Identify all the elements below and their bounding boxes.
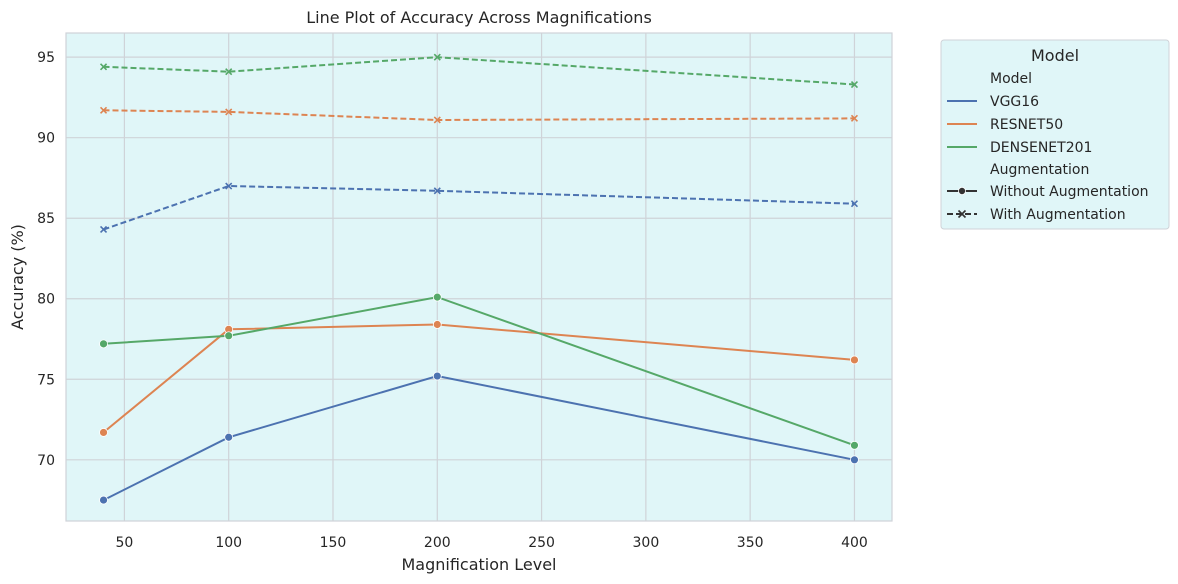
- data-point: [225, 68, 233, 76]
- data-point: [224, 331, 234, 341]
- series-line-resnet50-without-aug: [102, 323, 855, 434]
- series-line-densenet201-without-aug: [103, 296, 855, 447]
- data-point: [99, 428, 108, 437]
- series-vgg16-with-aug: [99, 182, 859, 234]
- x-tick-label: 100: [215, 535, 242, 551]
- data-point: [99, 495, 108, 505]
- series-line-densenet201-with-aug: [103, 56, 855, 86]
- legend-entry-resnet50: RESNET50: [990, 117, 1063, 133]
- chart-title: Line Plot of Accuracy Across Magnificati…: [306, 8, 652, 27]
- y-tick-label: 80: [37, 292, 55, 308]
- series-vgg16-without-aug: [99, 371, 859, 505]
- data-point: [432, 292, 442, 302]
- data-point: [99, 339, 108, 349]
- data-point: [433, 53, 441, 61]
- data-point: [850, 80, 859, 89]
- x-tick-label: 200: [424, 535, 451, 551]
- series-line-resnet50-with-aug: [103, 109, 855, 122]
- legend-title: Model: [1031, 46, 1079, 65]
- series-resnet50-without-aug: [99, 320, 859, 437]
- plot-area: [66, 33, 892, 521]
- legend-marker-circle: [958, 186, 967, 195]
- data-point: [850, 440, 859, 450]
- data-point: [850, 455, 859, 465]
- data-point: [850, 355, 859, 365]
- legend-marker-x: [957, 209, 967, 219]
- data-point: [225, 182, 233, 190]
- series-line-vgg16-with-aug: [103, 184, 855, 231]
- data-point: [99, 225, 108, 234]
- x-tick-label: 350: [737, 535, 764, 551]
- grid-lines: [66, 33, 892, 521]
- data-point: [850, 114, 859, 122]
- legend-hue-title: Model: [990, 71, 1032, 87]
- legend-style-title: Augmentation: [990, 162, 1089, 178]
- data-point: [433, 116, 441, 124]
- x-tick-label: 150: [320, 535, 347, 551]
- axis-ticks: 50 100 150 200 250 300 350 400 70 75 80 85 90 95: [37, 50, 868, 551]
- y-tick-label: 75: [37, 372, 55, 388]
- y-tick-label: 85: [37, 211, 55, 227]
- y-tick-label: 90: [37, 131, 55, 147]
- x-axis-label: Magnification Level: [402, 555, 557, 574]
- series-line-vgg16-without-aug: [103, 374, 855, 501]
- y-tick-label: 95: [37, 50, 55, 66]
- series-densenet201-with-aug: [99, 53, 859, 89]
- series-lines: [99, 53, 859, 505]
- plot-border: [65, 32, 893, 522]
- legend-entry-without-aug: Without Augmentation: [990, 184, 1149, 200]
- data-point: [224, 432, 234, 442]
- y-axis-label: Accuracy (%): [8, 224, 27, 330]
- data-point: [99, 63, 108, 71]
- data-point: [225, 108, 233, 116]
- x-tick-label: 50: [115, 535, 133, 551]
- data-point: [433, 187, 441, 195]
- x-tick-label: 400: [841, 535, 868, 551]
- x-tick-label: 250: [528, 535, 555, 551]
- data-point: [850, 200, 859, 208]
- y-tick-label: 70: [37, 453, 55, 469]
- legend-entry-densenet201: DENSENET201: [990, 140, 1092, 156]
- legend-entry-vgg16: VGG16: [990, 94, 1039, 110]
- data-point: [432, 320, 442, 329]
- x-tick-label: 300: [633, 535, 660, 551]
- series-resnet50-with-aug: [99, 106, 859, 124]
- legend-box: [940, 39, 1170, 230]
- series-densenet201-without-aug: [99, 292, 859, 450]
- data-point: [432, 371, 442, 381]
- legend-entry-with-aug: With Augmentation: [990, 207, 1126, 223]
- data-point: [99, 106, 108, 114]
- legend: Model Model VGG16 RESNET50 DENSENET201 A…: [940, 39, 1170, 230]
